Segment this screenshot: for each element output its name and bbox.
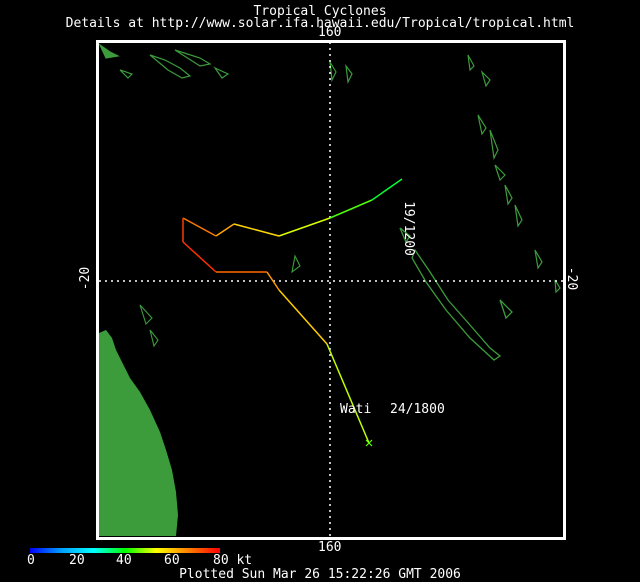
- track-segment: [326, 343, 370, 444]
- track-segment: [215, 223, 235, 237]
- storm-start-time-label: 19/1200: [400, 201, 416, 256]
- lon-label-bottom: 160: [318, 540, 342, 555]
- lat-label-left: -20: [78, 266, 94, 291]
- track-segment: [182, 241, 217, 273]
- details-url: Details at http://www.solar.ifa.hawaii.e…: [65, 16, 575, 31]
- track-segment: [182, 217, 217, 237]
- track-segment: [371, 178, 403, 201]
- map-title: Tropical Cyclones: [253, 4, 387, 19]
- coral-sea-reefs: [139, 254, 301, 348]
- legend-tick-label: 40: [116, 553, 132, 568]
- legend-tick-label: 60: [164, 553, 180, 568]
- storm-track: [182, 178, 403, 444]
- storm-end-time-label: 24/1800: [390, 402, 445, 417]
- storm-name-label: Wati: [340, 402, 372, 417]
- new-caledonia: [399, 227, 513, 361]
- track-segment: [278, 217, 331, 237]
- legend-tick-label: 0: [27, 553, 35, 568]
- wind-speed-colorbar: [30, 548, 220, 553]
- legend-tick-label: 20: [69, 553, 85, 568]
- track-segment: [278, 289, 328, 345]
- plotted-timestamp: Plotted Sun Mar 26 15:22:26 GMT 2006: [179, 567, 461, 582]
- lat-label-right: -20: [564, 266, 580, 291]
- map-frame: [96, 40, 566, 540]
- legend-tick-label: 80 kt: [213, 553, 253, 568]
- end-marker-stroke: [365, 439, 373, 447]
- track-segment: [329, 199, 373, 219]
- track-segment: [233, 223, 280, 237]
- solomon-islands: [98, 43, 230, 79]
- vanuatu-islands: [329, 54, 561, 294]
- track-segment: [266, 271, 280, 291]
- storm-end-marker: [365, 439, 373, 447]
- australia-landmass: [99, 330, 178, 536]
- lon-label-top: 160: [318, 25, 342, 40]
